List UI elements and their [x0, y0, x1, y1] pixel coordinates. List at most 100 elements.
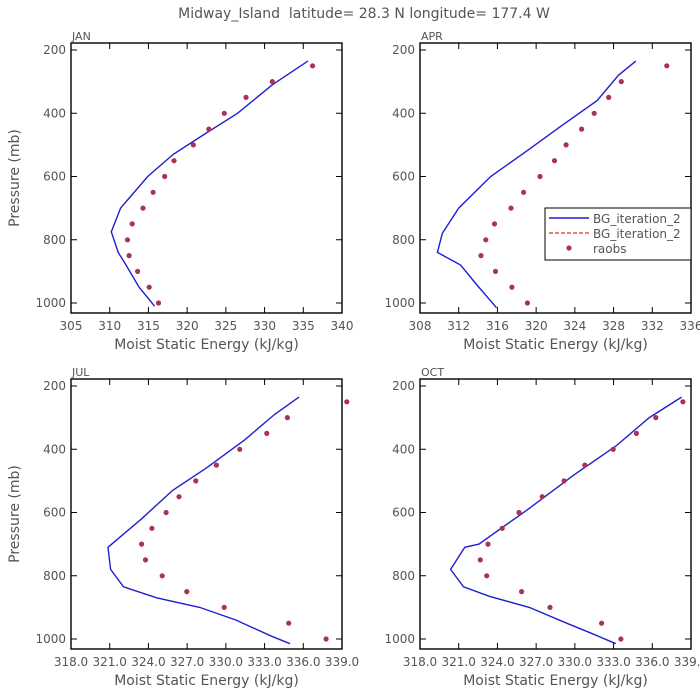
- x-tick-label: 318.0: [403, 655, 437, 669]
- raobs-point: [484, 573, 490, 579]
- raobs-point: [485, 541, 491, 547]
- panel-jul: JUL 318.0 321.0 324.0 327.0 330.0 333.0 336.0 33…: [7, 366, 359, 689]
- plot-frame: [70, 42, 343, 314]
- raobs-point: [591, 110, 597, 116]
- raobs-point: [344, 399, 350, 405]
- y-tick-label: 1000: [384, 632, 415, 646]
- panel-label: JAN: [71, 30, 91, 43]
- raobs-point: [124, 237, 131, 243]
- raobs-point: [140, 205, 146, 211]
- raobs-point: [491, 221, 498, 227]
- x-tick-label: 339.0: [674, 655, 700, 669]
- x-tick-label: 321.0: [93, 655, 127, 669]
- raobs-point: [176, 494, 182, 500]
- y-tick-label: 400: [392, 442, 415, 456]
- y-tick-label: 600: [392, 170, 415, 184]
- y-tick-label: 600: [43, 170, 66, 184]
- panel-label: JUL: [71, 366, 90, 379]
- raobs-point: [213, 462, 219, 468]
- y-tick-label: 1000: [35, 296, 66, 310]
- y-axis-label: Pressure (mb): [7, 129, 23, 227]
- raobs-point: [547, 604, 553, 611]
- raobs-point: [286, 620, 292, 626]
- x-tick-label: 328: [602, 319, 625, 333]
- raobs-point: [135, 268, 141, 274]
- legend-box: [544, 207, 692, 261]
- raobs-point: [146, 284, 152, 290]
- x-axis-label: Moist Static Energy (kJ/kg): [114, 337, 299, 353]
- y-tick-label: 200: [392, 43, 415, 57]
- x-tick-label: 340: [331, 319, 354, 333]
- x-axis-label: Moist Static Energy (kJ/kg): [114, 673, 299, 689]
- raobs-point: [129, 221, 135, 227]
- x-tick-label: 324.0: [480, 655, 514, 669]
- x-tick-label: 321.0: [442, 655, 476, 669]
- panel-apr: APR 308 312 316 320 324 328 332 336 200 400 600 800 1…: [384, 30, 700, 353]
- x-tick-label: 327.0: [519, 655, 553, 669]
- raobs-point: [171, 158, 177, 164]
- raobs-point: [582, 462, 588, 468]
- x-axis-label: Moist Static Energy (kJ/kg): [463, 673, 648, 689]
- x-tick-label: 316: [486, 319, 509, 333]
- raobs-point: [499, 525, 505, 531]
- raobs-point: [492, 268, 499, 274]
- x-tick-label: 333.0: [596, 655, 630, 669]
- raobs-point: [478, 253, 484, 259]
- x-tick-label: 325: [214, 319, 237, 333]
- raobs-point: [149, 525, 155, 531]
- raobs-point: [284, 415, 290, 421]
- raobs-point: [193, 478, 199, 484]
- raobs-point: [561, 478, 567, 484]
- raobs-point: [221, 110, 227, 116]
- x-tick-label: 332: [641, 319, 664, 333]
- y-tick-label: 800: [43, 569, 66, 583]
- raobs-point: [264, 430, 270, 436]
- legend-label: raobs: [593, 242, 627, 256]
- raobs-point: [509, 284, 515, 290]
- legend-label: BG_iteration_2: [593, 212, 681, 226]
- raobs-point: [237, 446, 243, 452]
- bg-iteration-line: [449, 396, 682, 645]
- x-tick-label: 336: [680, 319, 700, 333]
- x-tick-label: 320: [525, 319, 548, 333]
- x-tick-label: 330: [253, 319, 276, 333]
- raobs-point: [155, 300, 162, 306]
- raobs-point: [159, 573, 165, 579]
- y-tick-label: 600: [392, 506, 415, 520]
- raobs-point: [519, 589, 525, 595]
- y-axis-label: Pressure (mb): [7, 465, 23, 563]
- y-tick-label: 400: [392, 106, 415, 120]
- raobs-point: [539, 494, 545, 500]
- plot-frame: [419, 42, 692, 314]
- figure-title: Midway_Island latitude= 28.3 N longitude…: [178, 6, 550, 22]
- x-tick-label: 330.0: [558, 655, 592, 669]
- x-tick-label: 324: [563, 319, 586, 333]
- x-tick-label: 310: [98, 319, 121, 333]
- raobs-point: [163, 509, 169, 516]
- x-tick-label: 312: [447, 319, 470, 333]
- y-tick-label: 1000: [384, 296, 415, 310]
- y-tick-label: 200: [43, 43, 66, 57]
- raobs-point: [606, 94, 612, 100]
- raobs-point: [537, 173, 543, 180]
- x-tick-label: 320: [176, 319, 199, 333]
- x-tick-label: 336.0: [286, 655, 320, 669]
- y-tick-label: 800: [392, 233, 415, 247]
- raobs-point: [524, 300, 531, 306]
- raobs-point: [680, 399, 686, 405]
- legend-label: BG_iteration_2: [593, 227, 681, 241]
- raobs-point: [126, 253, 132, 259]
- y-tick-label: 800: [43, 233, 66, 247]
- panel-label: OCT: [421, 366, 444, 379]
- raobs-point: [618, 636, 624, 642]
- raobs-point: [150, 189, 156, 195]
- plot-frame: [419, 378, 692, 650]
- raobs-point: [142, 557, 149, 563]
- panel-jan: JAN 305 310 315 320 325 330 335 340 200 400 600 800 1…: [7, 30, 353, 353]
- raobs-point: [653, 415, 659, 421]
- raobs-point: [139, 541, 145, 547]
- raobs-point: [551, 158, 558, 164]
- bg-iteration-line: [107, 396, 300, 645]
- raobs-point: [633, 430, 640, 436]
